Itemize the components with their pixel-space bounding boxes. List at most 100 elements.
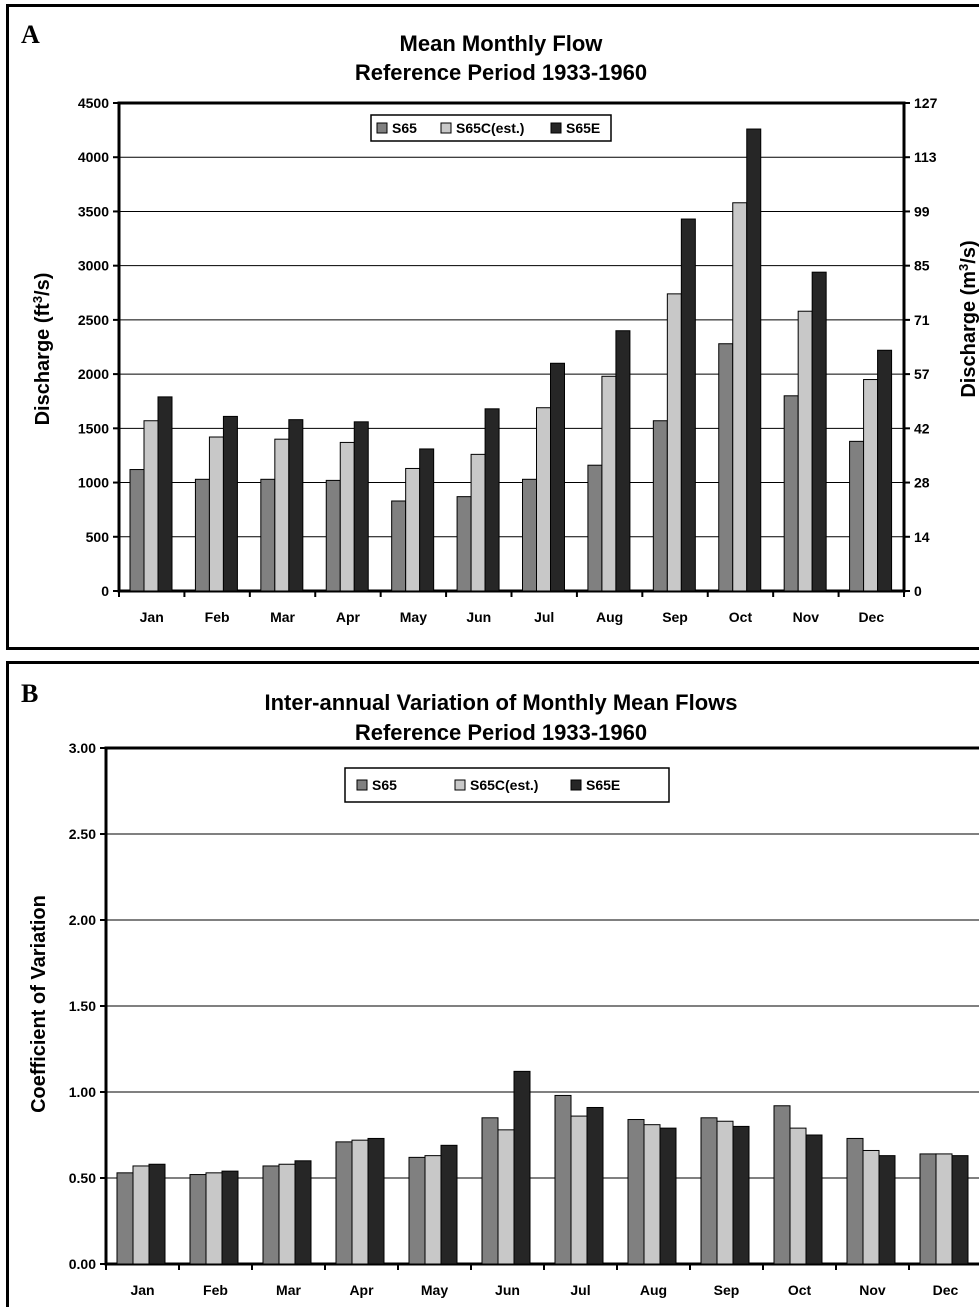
- bar-s65-dec: [919, 1153, 937, 1265]
- bar-s65e-may: [440, 1144, 458, 1265]
- bar-s65-dec: [849, 440, 865, 592]
- x-tick-label-aug: Aug: [640, 1282, 667, 1298]
- bar-s65-jul: [554, 1094, 572, 1265]
- bar-s65e-nov: [811, 271, 827, 592]
- bar-s65-jun: [481, 1117, 499, 1265]
- panel-label-b: B: [21, 679, 38, 708]
- x-tick-label-jun: Jun: [495, 1282, 520, 1298]
- chart-b: B Inter-annual Variation of Monthly Mean…: [21, 679, 979, 1298]
- y2-tick-label: 113: [914, 149, 937, 165]
- x-tick-label-feb: Feb: [203, 1282, 228, 1298]
- legend-swatch-s65e: [550, 122, 562, 134]
- bar-s65e-apr: [353, 421, 369, 592]
- y-tick-label: 4500: [78, 95, 109, 111]
- bar-s65e-dec: [951, 1155, 969, 1265]
- y-tick-label: 0: [101, 583, 109, 599]
- x-tick-label-jun: Jun: [466, 609, 491, 625]
- x-tick-label-oct: Oct: [788, 1282, 812, 1298]
- y-tick-label: 1.00: [69, 1084, 96, 1100]
- panel-a: A Mean Monthly Flow Reference Period 193…: [6, 4, 979, 650]
- bar-s65e-jun: [484, 408, 500, 592]
- bar-s65cest-dec: [935, 1153, 953, 1265]
- bar-s65cest-sep: [716, 1120, 734, 1265]
- bar-s65cest-oct: [789, 1127, 807, 1265]
- bar-s65-aug: [587, 464, 603, 592]
- y-tick-label: 1000: [78, 475, 109, 491]
- legend-box: [344, 767, 670, 803]
- chart-a-y2label: Discharge (m3/s): [956, 240, 979, 397]
- x-tick-label-sep: Sep: [714, 1282, 740, 1298]
- bar-s65cest-apr: [351, 1139, 369, 1265]
- x-tick-label-jan: Jan: [140, 609, 164, 625]
- x-tick-label-jan: Jan: [130, 1282, 154, 1298]
- y-tick-label: 2500: [78, 312, 109, 328]
- bar-s65e-jul: [550, 362, 565, 592]
- bar-s65cest-apr: [339, 441, 355, 592]
- x-tick-label-feb: Feb: [205, 609, 230, 625]
- legend-swatch-s65cest: [454, 779, 466, 791]
- y-tick-label: 500: [86, 529, 110, 545]
- bar-s65e-jan: [148, 1163, 166, 1265]
- bar-s65cest-mar: [278, 1163, 296, 1265]
- bar-s65-jan: [116, 1172, 134, 1265]
- panel-b: B Inter-annual Variation of Monthly Mean…: [6, 661, 979, 1307]
- bar-s65-jul: [522, 478, 537, 592]
- bar-s65cest-jan: [132, 1165, 150, 1265]
- x-tick-label-aug: Aug: [596, 609, 623, 625]
- y2-tick-label: 28: [914, 475, 930, 491]
- chart-a-subtitle: Reference Period 1933-1960: [355, 60, 647, 85]
- chart-a: A Mean Monthly Flow Reference Period 193…: [21, 20, 979, 625]
- legend-label-s65: S65: [372, 777, 397, 793]
- y2-tick-label: 14: [914, 529, 930, 545]
- y2-tick-label: 99: [914, 203, 930, 219]
- y-tick-label: 4000: [78, 149, 109, 165]
- bar-s65cest-aug: [601, 375, 617, 592]
- bar-s65cest-aug: [643, 1124, 661, 1265]
- bar-s65cest-jan: [143, 420, 159, 592]
- y2-tick-label: 71: [914, 312, 930, 328]
- bar-s65e-mar: [294, 1160, 312, 1265]
- y-tick-label: 0.00: [69, 1256, 96, 1272]
- y-tick-label: 2.00: [69, 912, 96, 928]
- bar-s65e-nov: [878, 1155, 896, 1265]
- bar-s65-apr: [335, 1141, 353, 1265]
- x-tick-label-apr: Apr: [349, 1282, 374, 1298]
- x-tick-label-nov: Nov: [859, 1282, 886, 1298]
- bar-s65e-oct: [746, 128, 762, 592]
- bar-s65e-mar: [288, 419, 304, 592]
- panel-label-a: A: [21, 20, 40, 49]
- bar-s65-jan: [129, 469, 145, 592]
- legend-box: [370, 114, 612, 142]
- bar-s65e-dec: [877, 349, 893, 592]
- bar-s65-nov: [783, 395, 799, 592]
- bar-s65-apr: [325, 479, 341, 592]
- bar-s65e-jul: [586, 1106, 604, 1265]
- bar-s65-may: [408, 1156, 426, 1265]
- legend-swatch-s65cest: [440, 122, 452, 134]
- y-tick-label: 3.00: [69, 740, 96, 756]
- bar-s65e-apr: [367, 1137, 385, 1265]
- bar-s65cest-nov: [797, 310, 813, 592]
- bar-s65cest-feb: [205, 1172, 223, 1265]
- x-tick-label-sep: Sep: [662, 609, 688, 625]
- bar-s65-oct: [773, 1105, 791, 1265]
- y2-tick-label: 85: [914, 258, 930, 274]
- y-tick-label: 3500: [78, 203, 109, 219]
- x-tick-label-dec: Dec: [933, 1282, 959, 1298]
- bar-s65e-feb: [222, 415, 238, 592]
- chart-a-ylabel: Discharge (ft3/s): [30, 273, 54, 426]
- bar-s65e-aug: [615, 330, 631, 592]
- y2-tick-label: 0: [914, 583, 922, 599]
- bar-s65-may: [391, 500, 407, 592]
- bar-s65-mar: [260, 478, 276, 592]
- bar-s65e-may: [419, 448, 435, 592]
- bar-s65e-jun: [513, 1070, 531, 1265]
- y-tick-label: 2.50: [69, 826, 96, 842]
- y-tick-label: 1500: [78, 420, 109, 436]
- y2-tick-label: 57: [914, 366, 930, 382]
- bar-s65cest-jun: [497, 1129, 515, 1265]
- bar-s65-sep: [652, 420, 668, 592]
- bar-s65-mar: [262, 1165, 280, 1265]
- legend-label-s65e: S65E: [566, 120, 600, 136]
- bar-s65-feb: [189, 1174, 207, 1265]
